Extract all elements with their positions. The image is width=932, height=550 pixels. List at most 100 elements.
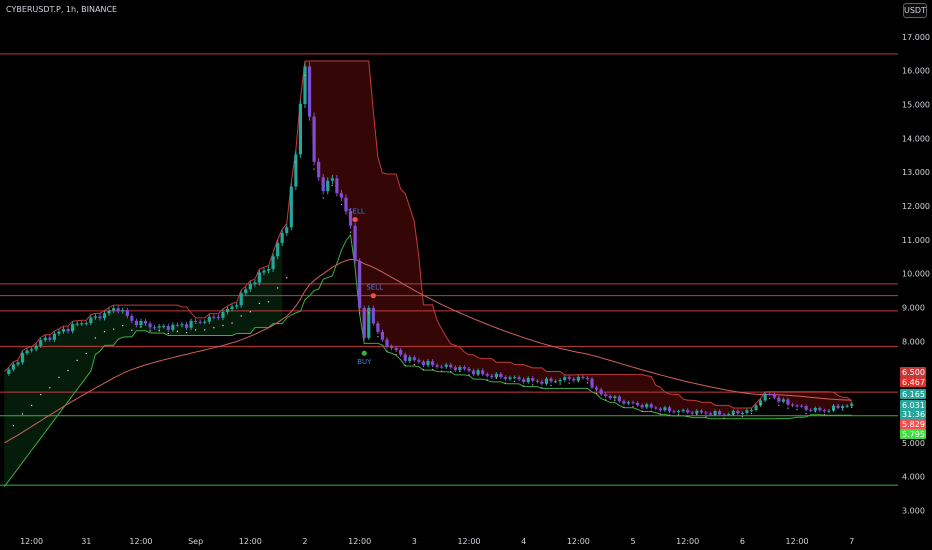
trail-dot: [586, 382, 589, 384]
candle: [157, 324, 161, 330]
price-badge: 6.165: [900, 389, 926, 399]
candle: [84, 320, 88, 326]
trail-dot: [258, 302, 261, 305]
candle-body: [740, 412, 744, 414]
trail-dot: [677, 414, 680, 416]
trail-dot: [85, 352, 87, 355]
candle-body: [658, 408, 662, 411]
candle-body: [535, 380, 539, 382]
candle: [7, 367, 11, 376]
candle-body: [804, 406, 808, 410]
candle: [143, 318, 148, 326]
candle-body: [745, 410, 749, 413]
signal-sell-1: SELL: [366, 284, 383, 299]
candle: [467, 366, 471, 373]
trail-dot: [176, 330, 179, 332]
signal-buy-2: BUY: [357, 350, 372, 366]
candle-body: [216, 316, 221, 318]
price-axis[interactable]: 17.000 16.000 15.000 14.000 13.000 12.000 11.0…: [902, 33, 930, 516]
trail-dot: [787, 407, 789, 409]
candle-body: [467, 368, 471, 371]
candle: [544, 376, 549, 386]
candle-body: [207, 316, 211, 322]
candle-body: [553, 381, 558, 383]
trail-dot: [103, 331, 106, 333]
trail-dot: [286, 277, 288, 279]
candle: [221, 309, 225, 321]
candle: [326, 177, 330, 195]
candle-body: [34, 345, 38, 350]
candle-body: [385, 339, 389, 347]
candle: [253, 279, 257, 287]
candle-body: [722, 414, 726, 416]
candle-body: [153, 327, 157, 329]
candle: [572, 377, 576, 383]
candle-body: [708, 413, 713, 415]
currency-button[interactable]: USDT: [903, 3, 927, 18]
candle-body: [699, 410, 703, 413]
candle: [303, 62, 307, 109]
candle-body: [481, 370, 485, 375]
candle-body: [631, 402, 635, 404]
candle: [485, 372, 489, 378]
trail-dot: [313, 168, 315, 170]
candle-body: [567, 377, 571, 379]
x-tick-label: 12:00: [567, 537, 590, 546]
candle-body: [143, 321, 148, 324]
candle: [663, 405, 667, 412]
candle-body: [107, 310, 111, 314]
trail-dot: [814, 411, 816, 413]
candle: [426, 359, 430, 368]
candle-body: [485, 374, 489, 376]
candle: [676, 409, 681, 414]
candle: [248, 281, 252, 292]
candle-body: [576, 376, 580, 381]
trail-dot: [668, 414, 671, 416]
price-badge: 6.500: [900, 367, 926, 377]
time-axis[interactable]: 12:00 31 12:00 Sep 12:00 2 12:00 3 12:00 4 12:00 5 1…: [20, 537, 854, 546]
candle-body: [66, 328, 70, 332]
trail-dot: [632, 406, 634, 408]
candle-body: [790, 404, 795, 406]
candle-body: [512, 377, 517, 379]
x-tick-label: 12:00: [239, 537, 262, 546]
trail-dot: [641, 410, 643, 412]
candle: [508, 375, 512, 381]
candle-body: [184, 324, 189, 328]
x-tick-label: Sep: [188, 537, 203, 546]
sell-marker: [352, 216, 358, 223]
candle-body: [203, 321, 207, 323]
candle-body: [617, 396, 621, 402]
candle: [262, 267, 266, 276]
candle-body: [786, 399, 790, 405]
candle-body: [312, 116, 316, 162]
candle: [804, 404, 808, 412]
trail-dot: [267, 301, 270, 303]
candle: [790, 402, 795, 408]
trail-dot: [195, 329, 197, 331]
candle-body: [672, 411, 676, 413]
candle-body: [93, 316, 97, 318]
trail-dot: [532, 384, 534, 386]
candle-body: [531, 378, 535, 381]
candle: [749, 408, 754, 412]
price-badge-label: 31:36: [902, 410, 925, 419]
candle-body: [303, 66, 307, 104]
candle-body: [421, 361, 426, 366]
trail-dot: [796, 408, 798, 411]
candle-body: [189, 320, 193, 328]
candle: [499, 371, 503, 380]
candle: [298, 99, 303, 159]
candle: [512, 375, 517, 380]
candle: [690, 410, 694, 416]
candle: [490, 373, 494, 380]
candle: [93, 313, 97, 320]
candle: [435, 363, 439, 369]
trail-dot: [40, 393, 42, 396]
candle-body: [121, 310, 125, 312]
candle-body: [48, 337, 52, 340]
candle-body: [235, 305, 239, 307]
candle-body: [52, 333, 56, 340]
candle: [681, 408, 685, 413]
